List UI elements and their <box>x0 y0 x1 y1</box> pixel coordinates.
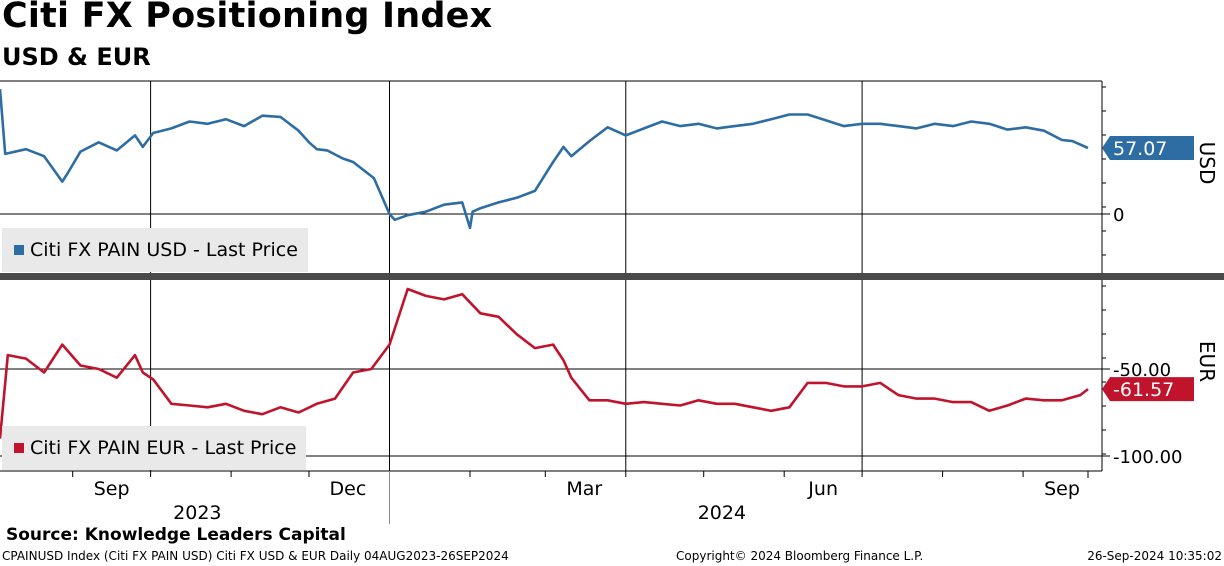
series-line-top <box>0 88 1089 230</box>
x-month-label-1: Dec <box>330 478 367 500</box>
last-value-label-bottom: -61.57 <box>1113 379 1174 401</box>
last-value-tag-bottom <box>1102 377 1194 402</box>
source-note: Source: Knowledge Leaders Capital <box>6 525 346 545</box>
x-month-label-4: Sep <box>1044 478 1080 500</box>
series-line-bottom <box>0 287 1089 439</box>
chart-subtitle: USD & EUR <box>2 43 151 71</box>
y-tick-label-bottom-1: -100.00 <box>1113 447 1182 468</box>
axis-label-top: USD <box>1195 142 1219 185</box>
axis-label-bottom: EUR <box>1195 341 1219 382</box>
chart-title: Citi FX Positioning Index <box>2 0 493 36</box>
last-value-tag-top <box>1102 136 1194 160</box>
y-tick-label-bottom-0: -50.00 <box>1113 360 1171 381</box>
legend-eur: Citi FX PAIN EUR - Last Price <box>2 426 307 470</box>
x-year-label-0: 2023 <box>173 502 221 524</box>
legend-usd: Citi FX PAIN USD - Last Price <box>2 228 308 272</box>
footer-timestamp: 26-Sep-2024 10:35:02 <box>1087 549 1222 563</box>
footer-copyright: Copyright© 2024 Bloomberg Finance L.P. <box>676 549 924 563</box>
x-month-label-2: Mar <box>566 478 602 500</box>
panel-separator <box>0 273 1224 280</box>
legend-usd-swatch <box>14 245 24 255</box>
x-month-label-0: Sep <box>94 478 130 500</box>
legend-eur-swatch <box>14 443 24 453</box>
legend-usd-label: Citi FX PAIN USD - Last Price <box>30 239 298 261</box>
x-month-label-3: Jun <box>807 478 838 500</box>
footer-index-info: CPAINUSD Index (Citi FX PAIN USD) Citi F… <box>2 549 509 563</box>
y-tick-label-top-0: 0 <box>1113 205 1124 226</box>
last-value-label-top: 57.07 <box>1113 138 1167 160</box>
x-year-label-1: 2024 <box>698 502 746 524</box>
legend-eur-label: Citi FX PAIN EUR - Last Price <box>30 437 297 459</box>
